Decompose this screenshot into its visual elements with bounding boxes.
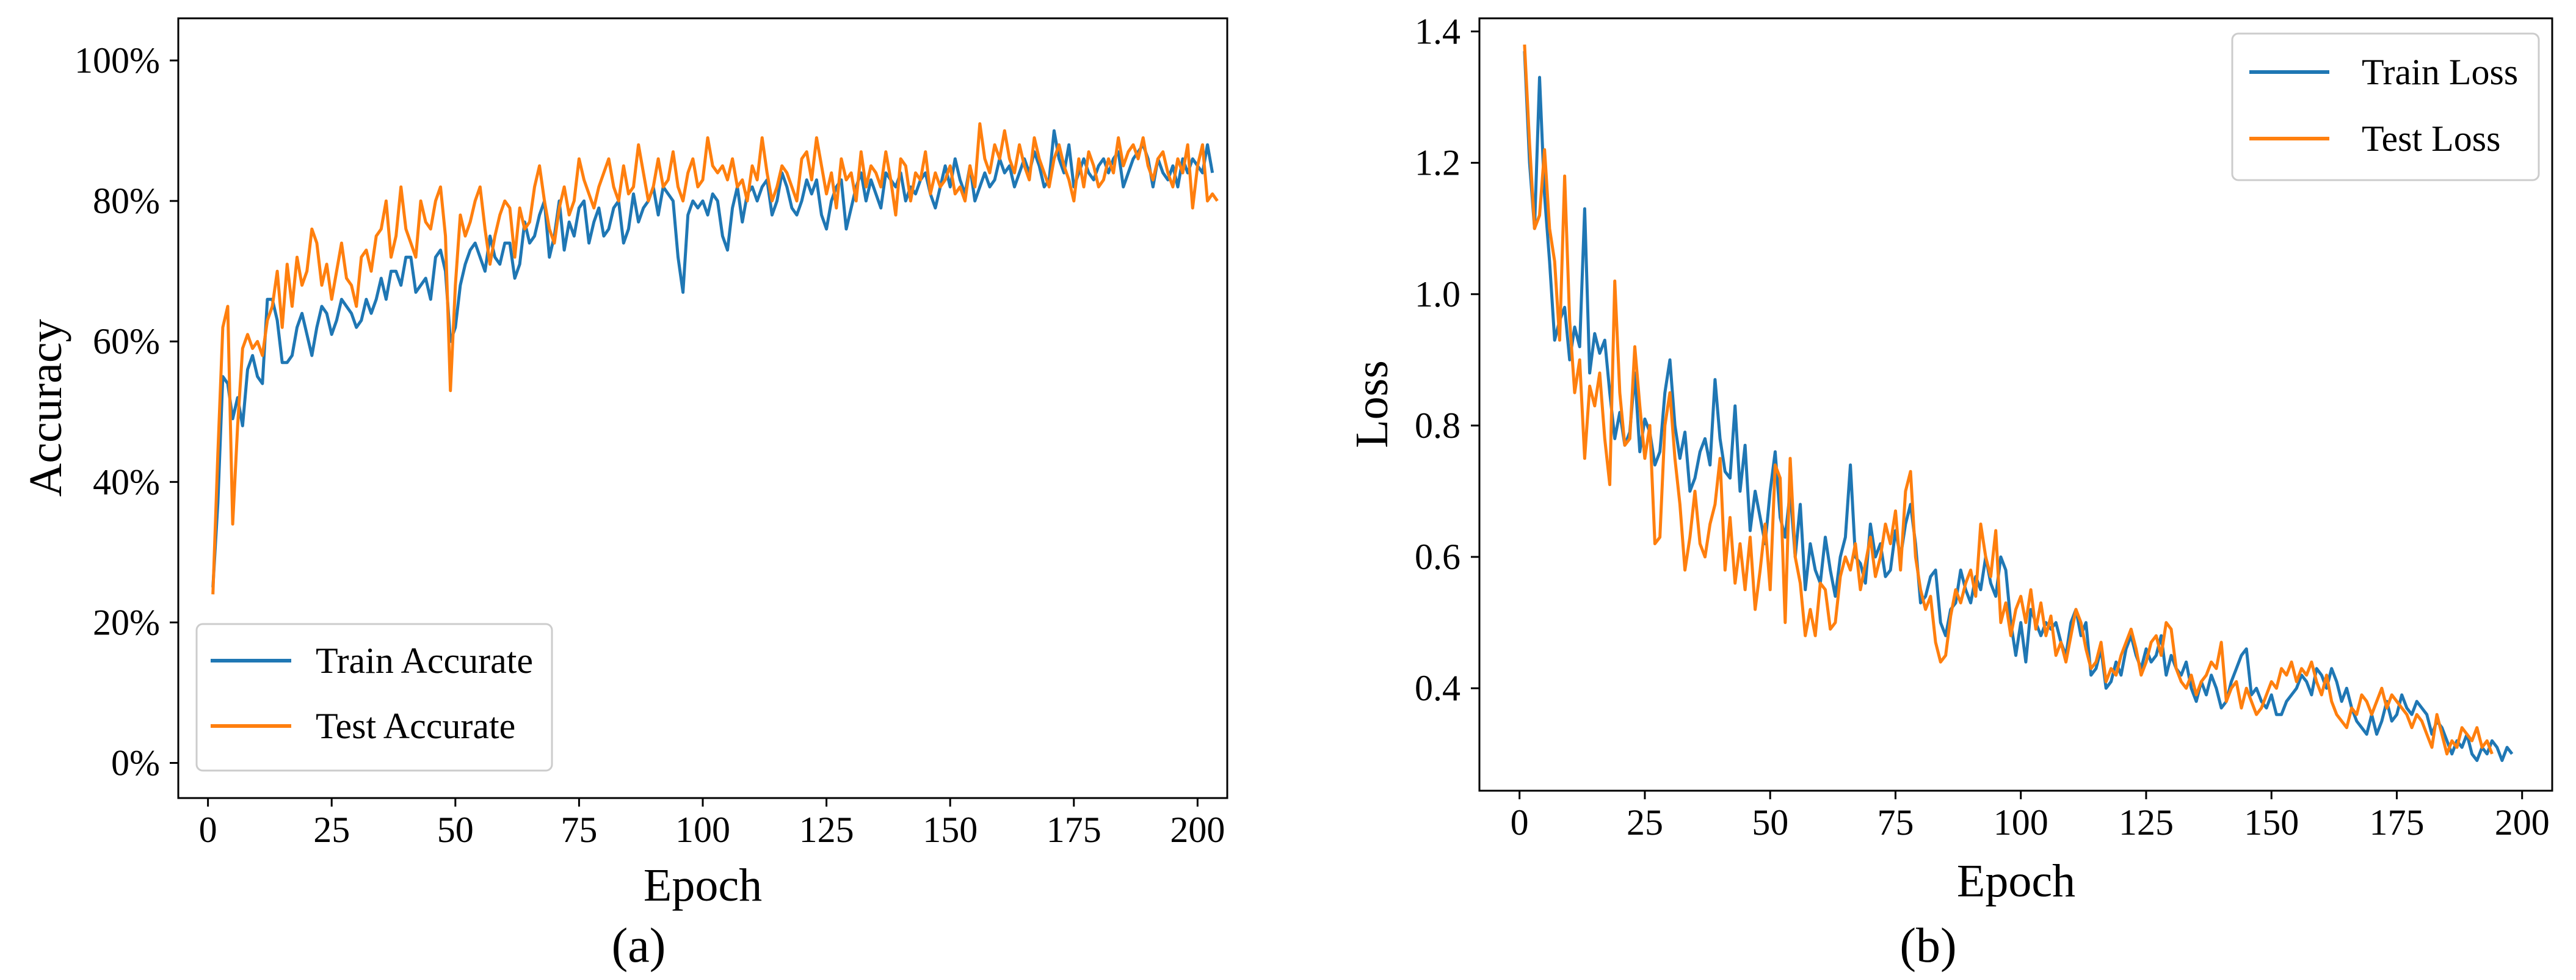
loss-x-tick-label: 125 <box>2119 802 2174 843</box>
accuracy-x-axis-label: Epoch <box>644 860 762 911</box>
accuracy-x-tick-label: 75 <box>561 810 597 850</box>
accuracy-y-tick-label: 0% <box>111 742 160 783</box>
loss-x-tick-label: 25 <box>1627 802 1663 843</box>
loss-x-tick-label: 50 <box>1752 802 1788 843</box>
loss-x-tick-label: 200 <box>2495 802 2550 843</box>
accuracy-x-tick-label: 150 <box>923 810 978 850</box>
loss-x-tick-label: 75 <box>1877 802 1914 843</box>
accuracy-series-lines <box>211 122 1219 595</box>
loss-series-line-train <box>1523 51 2514 762</box>
accuracy-y-tick-label: 40% <box>93 462 160 502</box>
accuracy-y-tick-label: 80% <box>93 181 160 221</box>
loss-x-tick-label: 100 <box>1994 802 2048 843</box>
accuracy-legend-test-label: Test Accurate <box>316 706 515 746</box>
loss-y-tick-label: 0.8 <box>1415 405 1460 446</box>
accuracy-legend-train-label: Train Accurate <box>316 641 533 681</box>
loss-y-tick-label: 0.4 <box>1415 668 1460 708</box>
loss-series-line-test <box>1523 44 2494 756</box>
loss-legend-train-label: Train Loss <box>2362 52 2518 92</box>
accuracy-x-tick-label: 125 <box>799 810 854 850</box>
accuracy-y-ticks: 0% 20% 40% 60% 80% 100% <box>74 40 178 783</box>
accuracy-y-axis-label: Accuracy <box>20 319 71 496</box>
loss-series-lines <box>1523 44 2514 762</box>
accuracy-x-ticks: 0 25 50 75 100 125 150 175 200 <box>199 798 1225 850</box>
accuracy-x-tick-label: 175 <box>1047 810 1101 850</box>
loss-y-tick-label: 1.2 <box>1415 143 1460 183</box>
loss-legend: Train Loss Test Loss <box>2231 32 2540 181</box>
loss-chart: 0 25 50 75 100 125 150 175 200 0.4 0.6 0.8 1.0 1.2 1.… <box>1346 12 2553 973</box>
accuracy-y-tick-label: 20% <box>93 602 160 642</box>
accuracy-y-tick-label: 100% <box>74 40 160 81</box>
accuracy-y-tick-label: 60% <box>93 321 160 361</box>
loss-x-tick-label: 150 <box>2244 802 2299 843</box>
accuracy-series-line-train <box>211 129 1214 588</box>
accuracy-series-line-test <box>211 122 1219 595</box>
loss-x-axis-label: Epoch <box>1957 855 2075 907</box>
accuracy-chart: 0 25 50 75 100 125 150 175 200 0% 20% 40% 60% 80% 100… <box>20 17 1228 973</box>
accuracy-x-tick-label: 100 <box>675 810 730 850</box>
accuracy-legend: Train Accurate Test Accurate <box>195 623 553 772</box>
loss-x-ticks: 0 25 50 75 100 125 150 175 200 <box>1511 791 2550 843</box>
loss-legend-test-label: Test Loss <box>2362 118 2500 159</box>
accuracy-x-tick-label: 200 <box>1170 810 1225 850</box>
panel-label-b: (b) <box>1899 919 1956 973</box>
loss-x-tick-label: 0 <box>1511 802 1529 843</box>
accuracy-x-tick-label: 25 <box>313 810 350 850</box>
loss-y-tick-label: 1.0 <box>1415 274 1460 314</box>
loss-y-ticks: 0.4 0.6 0.8 1.0 1.2 1.4 <box>1415 12 1479 708</box>
loss-y-axis-label: Loss <box>1346 360 1398 448</box>
panel-label-a: (a) <box>612 919 666 973</box>
loss-x-tick-label: 175 <box>2369 802 2424 843</box>
loss-plot-frame <box>1478 17 2553 792</box>
loss-y-tick-label: 1.4 <box>1415 12 1460 52</box>
loss-y-tick-label: 0.6 <box>1415 537 1460 577</box>
accuracy-x-tick-label: 50 <box>437 810 474 850</box>
accuracy-x-tick-label: 0 <box>199 810 217 850</box>
